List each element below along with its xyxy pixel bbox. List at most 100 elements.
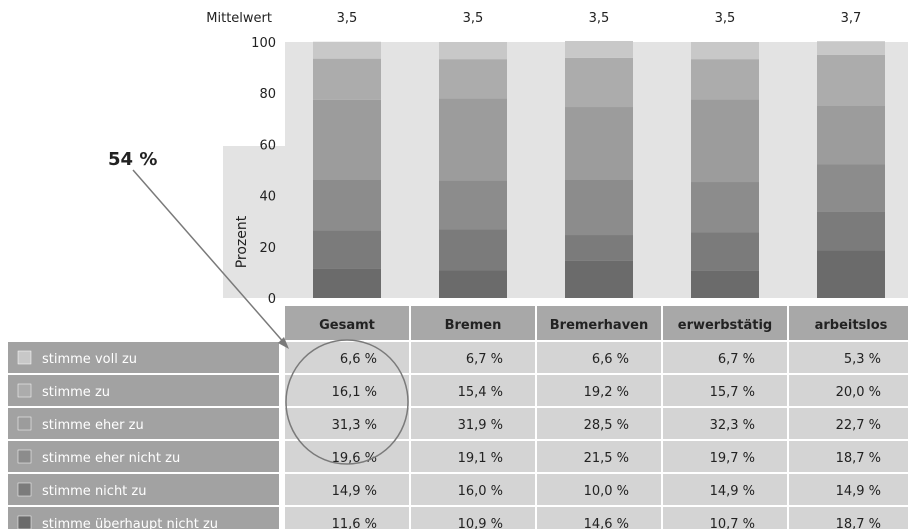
callout-arrow-line — [132, 169, 287, 346]
callout-arrow-head — [278, 337, 289, 349]
table-header-cell — [285, 306, 409, 340]
highlight-ellipse — [285, 339, 409, 465]
table-cell — [537, 507, 661, 529]
bar-segment — [691, 42, 759, 60]
data-label: 21,5 % — [584, 451, 629, 466]
bar-segment — [691, 182, 759, 233]
table-cell — [285, 375, 409, 406]
bar-segment — [313, 58, 381, 100]
data-label: 6,6 % — [340, 352, 377, 367]
legend-swatch — [17, 515, 32, 529]
data-label: 14,6 % — [584, 517, 629, 529]
legend-row — [8, 375, 279, 406]
legend-label: stimme voll zu — [42, 352, 137, 367]
table-cell — [537, 441, 661, 472]
table-cell — [411, 408, 535, 439]
bar-segment — [817, 54, 885, 106]
y-tick-label: 0 — [268, 292, 276, 307]
bar-segment — [565, 40, 633, 58]
data-label: 28,5 % — [584, 418, 629, 433]
bar-segment — [313, 41, 381, 59]
y-tick-label: 40 — [259, 190, 276, 205]
legend-swatch — [17, 416, 32, 431]
data-label: 16,1 % — [332, 385, 377, 400]
legend-row — [8, 441, 279, 472]
table-cell — [411, 474, 535, 505]
data-label: 10,9 % — [458, 517, 503, 529]
table-cell — [411, 375, 535, 406]
legend-row — [8, 507, 279, 529]
bar-segment — [313, 99, 381, 180]
legend-label: stimme zu — [42, 385, 110, 400]
legend-row — [8, 342, 279, 373]
table-cell — [411, 342, 535, 373]
category-label: erwerbstätig — [678, 318, 772, 333]
legend-swatch — [17, 383, 32, 398]
mean-value: 3,5 — [463, 11, 484, 26]
data-label: 20,0 % — [836, 385, 881, 400]
bar-segment — [817, 106, 885, 165]
table-cell — [285, 342, 409, 373]
bar-segment — [691, 59, 759, 100]
table-cell — [537, 474, 661, 505]
bar-segment — [439, 42, 507, 60]
table-cell — [663, 342, 787, 373]
legend-swatch — [17, 482, 32, 497]
bar-segment — [313, 230, 381, 269]
data-label: 15,4 % — [458, 385, 503, 400]
y-tick-label: 20 — [259, 241, 276, 256]
callout-text: 54 % — [108, 149, 157, 170]
data-label: 10,0 % — [584, 484, 629, 499]
mean-value: 3,7 — [841, 11, 862, 26]
y-axis-label: Prozent — [234, 215, 250, 268]
data-label: 6,6 % — [592, 352, 629, 367]
data-label: 32,3 % — [710, 418, 755, 433]
table-cell — [285, 507, 409, 529]
category-label: Gesamt — [319, 318, 375, 333]
legend-row — [8, 474, 279, 505]
data-label: 31,3 % — [332, 418, 377, 433]
data-label: 19,6 % — [332, 451, 377, 466]
bar-segment — [565, 57, 633, 108]
bar-segment — [691, 232, 759, 271]
data-label: 19,2 % — [584, 385, 629, 400]
data-label: 18,7 % — [836, 451, 881, 466]
data-label: 16,0 % — [458, 484, 503, 499]
category-label: Bremerhaven — [550, 318, 648, 333]
data-label: 6,7 % — [718, 352, 755, 367]
data-label: 19,7 % — [710, 451, 755, 466]
table-cell — [663, 441, 787, 472]
bar-segment — [817, 250, 885, 298]
bar-segment — [817, 164, 885, 212]
table-header-cell — [411, 306, 535, 340]
category-label: arbeitslos — [815, 318, 888, 333]
bar-segment — [313, 268, 381, 298]
mean-value: 3,5 — [715, 11, 736, 26]
data-label: 14,9 % — [836, 484, 881, 499]
y-tick-label: 60 — [259, 138, 276, 153]
legend-swatch — [17, 350, 32, 365]
y-tick-label: 100 — [251, 36, 276, 51]
data-label: 14,9 % — [332, 484, 377, 499]
table-cell — [411, 441, 535, 472]
data-label: 11,6 % — [332, 517, 377, 529]
data-label: 18,7 % — [836, 517, 881, 529]
category-label: Bremen — [445, 318, 502, 333]
legend-label: stimme eher zu — [42, 418, 144, 433]
bar-segment — [817, 211, 885, 251]
table-cell — [537, 342, 661, 373]
table-header-cell — [789, 306, 908, 340]
table-cell — [789, 507, 908, 529]
bar-segment — [439, 59, 507, 99]
bar-segment — [439, 270, 507, 298]
bar-segment — [817, 41, 885, 55]
bar-segment — [439, 98, 507, 181]
data-label: 10,7 % — [710, 517, 755, 529]
bar-segment — [691, 270, 759, 298]
legend-label: stimme eher nicht zu — [42, 451, 180, 466]
legend-swatch — [17, 449, 32, 464]
mean-value: 3,5 — [337, 11, 358, 26]
table-cell — [663, 474, 787, 505]
table-cell — [789, 342, 908, 373]
